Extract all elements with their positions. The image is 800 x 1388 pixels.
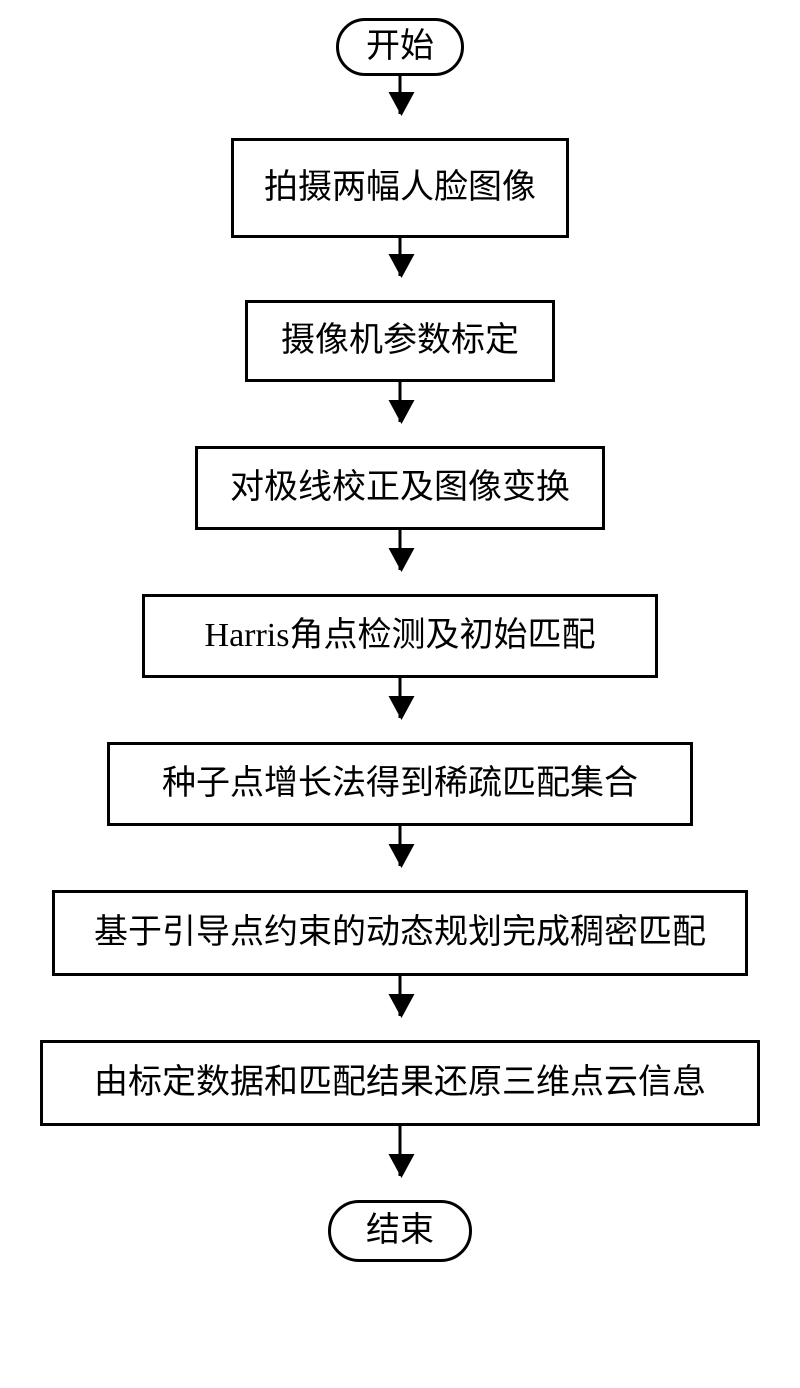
step1-label: 拍摄两幅人脸图像 [264, 169, 536, 206]
arrow-step1-step2 [399, 238, 402, 276]
end-node: 结束 [328, 1200, 472, 1262]
step5-label: 种子点增长法得到稀疏匹配集合 [162, 765, 638, 802]
start-node: 开始 [336, 18, 464, 76]
arrow-step7-end [399, 1126, 402, 1176]
start-label: 开始 [366, 28, 434, 65]
arrow-start-step1 [399, 76, 402, 114]
step1-node: 拍摄两幅人脸图像 [231, 138, 569, 238]
step3-label: 对极线校正及图像变换 [230, 469, 570, 506]
step4-node: Harris角点检测及初始匹配 [142, 594, 658, 678]
step6-node: 基于引导点约束的动态规划完成稠密匹配 [52, 890, 748, 976]
step5-node: 种子点增长法得到稀疏匹配集合 [107, 742, 693, 826]
arrow-step5-step6 [399, 826, 402, 866]
step7-label: 由标定数据和匹配结果还原三维点云信息 [94, 1064, 706, 1101]
arrow-step6-step7 [399, 976, 402, 1016]
step2-node: 摄像机参数标定 [245, 300, 555, 382]
step3-node: 对极线校正及图像变换 [195, 446, 605, 530]
end-label: 结束 [366, 1212, 434, 1249]
flowchart-canvas: 开始 拍摄两幅人脸图像 摄像机参数标定 对极线校正及图像变换 Harris角点检… [0, 0, 800, 1388]
step4-label: Harris角点检测及初始匹配 [205, 617, 596, 654]
arrow-step2-step3 [399, 382, 402, 422]
step6-label: 基于引导点约束的动态规划完成稠密匹配 [94, 914, 706, 951]
arrow-step4-step5 [399, 678, 402, 718]
step7-node: 由标定数据和匹配结果还原三维点云信息 [40, 1040, 760, 1126]
arrow-step3-step4 [399, 530, 402, 570]
step2-label: 摄像机参数标定 [281, 322, 519, 359]
